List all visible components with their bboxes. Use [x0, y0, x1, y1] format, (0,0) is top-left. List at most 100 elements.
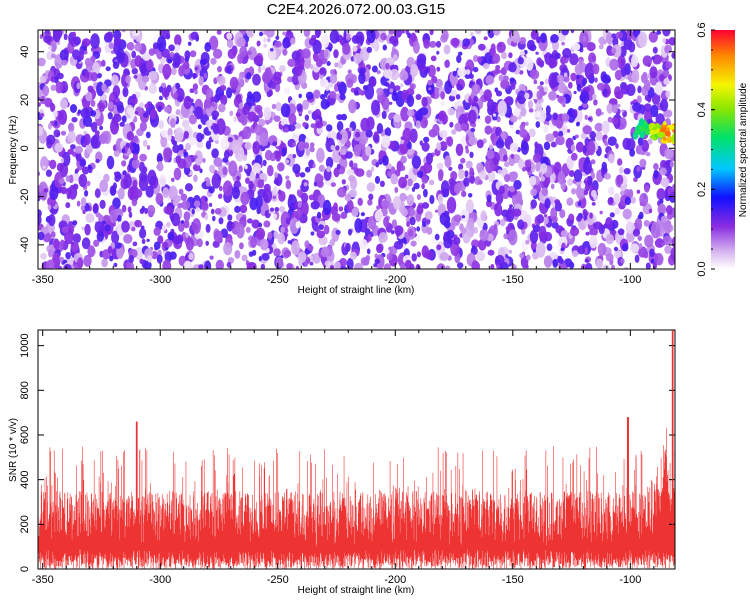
- spectrogram-cell: [557, 171, 566, 185]
- spectrogram-cell: [209, 164, 216, 174]
- spectrogram-cell: [587, 117, 592, 121]
- spectrogram-cell: [166, 221, 171, 228]
- spectrogram-cell: [660, 98, 669, 112]
- spectrogram-cell: [162, 259, 172, 269]
- spectrogram-cell: [525, 264, 529, 269]
- spectrogram-cell: [512, 208, 522, 217]
- spectrogram-cell: [670, 191, 675, 199]
- spectrogram-cell: [144, 103, 149, 109]
- spectrogram-cell: [348, 175, 356, 182]
- spectrogram-cell: [210, 208, 215, 215]
- spectrogram-cell: [99, 179, 109, 193]
- spectrogram-cell: [454, 183, 461, 195]
- spectrogram-cell: [360, 117, 370, 132]
- spectrogram-cell: [606, 32, 613, 44]
- spectrogram-cell: [174, 235, 184, 245]
- spectrogram-cell: [56, 72, 64, 80]
- spectrogram-cell: [510, 30, 520, 43]
- spectrogram-cell: [330, 69, 335, 75]
- spectrogram-cell: [244, 141, 252, 151]
- spectrogram-cell: [60, 157, 65, 164]
- spectrogram-cell: [48, 214, 56, 227]
- spectrogram-cell: [436, 66, 441, 72]
- spectrogram-cell: [141, 238, 146, 245]
- spectrogram-cell: [605, 234, 615, 245]
- spectrogram-cell: [510, 84, 516, 90]
- spectrogram-cell: [391, 92, 398, 102]
- spectrogram-cell: [299, 141, 304, 146]
- spectrogram-cell: [622, 243, 629, 252]
- spectrogram-cell: [571, 188, 577, 195]
- spectrogram-cell: [274, 207, 280, 212]
- spectrogram-cell: [106, 31, 114, 40]
- spectrogram-cell: [652, 54, 662, 65]
- spectrogram-cell: [229, 110, 234, 117]
- spectrogram-cell: [192, 72, 196, 80]
- spectrogram-cell: [82, 38, 91, 47]
- spectrogram-cell: [519, 252, 525, 259]
- spectrogram-cell: [581, 78, 587, 87]
- spectrogram-cell: [222, 166, 228, 176]
- spectrogram-cell: [173, 44, 181, 52]
- spectrogram-cell: [428, 179, 435, 186]
- spectrogram-cell: [139, 121, 147, 132]
- spectrogram-cell: [201, 201, 209, 210]
- spectrogram-cell: [589, 234, 598, 249]
- spectrogram-cell: [568, 170, 575, 177]
- spectrogram-cell: [461, 190, 467, 198]
- spectrogram-cell: [128, 211, 133, 218]
- spectrogram-cell: [439, 252, 450, 261]
- spectrogram-cell: [90, 55, 96, 62]
- spectrogram-cell: [90, 110, 97, 117]
- colorbar-label: Normalized spectral amplitude: [738, 82, 749, 217]
- spectrogram-cell: [327, 82, 334, 88]
- spectrogram-cell: [330, 182, 336, 188]
- spectrogram-cell: [307, 244, 314, 251]
- spectrogram-cell: [259, 172, 267, 180]
- spectrogram-cell: [602, 264, 610, 269]
- spectrogram-cell: [348, 189, 358, 198]
- spectrogram-cell: [275, 35, 280, 40]
- spectrogram-cell: [171, 212, 181, 227]
- spectrogram-cell: [84, 190, 89, 197]
- spectrogram-cell: [379, 180, 385, 187]
- spectrogram-cell: [557, 95, 565, 104]
- spectrogram-feature-2: [666, 135, 673, 144]
- spectrogram-cell: [121, 160, 127, 167]
- spectrogram-cell: [642, 71, 648, 78]
- spectrogram-cell: [431, 75, 438, 84]
- spectrogram-cell: [561, 41, 565, 46]
- spectrogram-cell: [278, 190, 286, 202]
- spectrogram-cell: [421, 96, 428, 107]
- spectrogram-cell: [351, 207, 359, 217]
- spectrogram-cell: [65, 175, 71, 183]
- spectrogram-feature-0: [636, 130, 641, 135]
- spectrogram-cell: [236, 223, 245, 239]
- spectrogram-cell: [644, 234, 654, 248]
- spectrogram-cell: [43, 188, 49, 193]
- spectrogram-cell: [236, 95, 242, 104]
- spectrogram-cell: [292, 163, 301, 174]
- spectrogram-cell: [59, 49, 69, 61]
- spectrogram-cell: [510, 153, 515, 159]
- spectrogram-cell: [632, 228, 641, 237]
- spectrogram-cell: [94, 188, 101, 199]
- spectrogram-cell: [117, 104, 125, 114]
- spectrogram-cell: [140, 225, 145, 230]
- spectrogram-cell: [478, 43, 486, 51]
- spectrogram-cell: [271, 103, 277, 110]
- spectrogram-cell: [574, 63, 584, 76]
- spectrogram-cell: [44, 30, 50, 36]
- spectrogram-cell: [81, 226, 85, 231]
- spectrogram-cell: [532, 249, 537, 253]
- spectrogram-cell: [469, 175, 476, 184]
- spectrogram-cell: [246, 72, 252, 80]
- spectrogram-cell: [239, 242, 244, 250]
- spectrogram-feature-peak-0: [639, 126, 646, 132]
- spectrogram-cell: [352, 45, 358, 52]
- spectrogram-cell: [536, 241, 546, 258]
- spectrogram-cell: [68, 122, 75, 133]
- spectrogram-cell: [307, 110, 312, 115]
- spectrogram-cell: [401, 30, 405, 34]
- spectrogram-cell: [402, 127, 412, 143]
